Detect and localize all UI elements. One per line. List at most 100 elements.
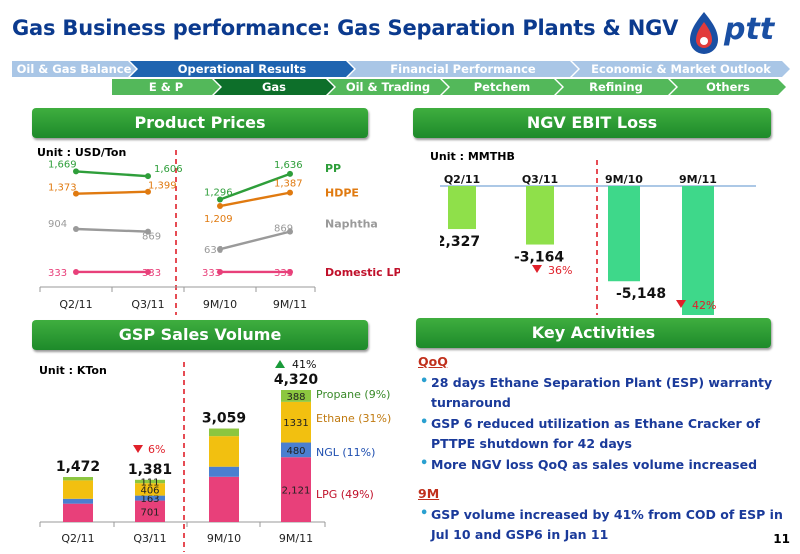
key-activities-list: QoQ 28 days Ethane Separation Plant (ESP…: [418, 352, 788, 546]
data-point: [217, 268, 223, 275]
gsp-sales-header: GSP Sales Volume: [32, 320, 368, 350]
stacked-bar-segment: [135, 479, 165, 484]
qoq-item: GSP 6 reduced utilization as Ethane Crac…: [418, 413, 788, 455]
stacked-bar-segment: [63, 498, 93, 504]
nav-tab-economic-market-outlook[interactable]: Economic & Market Outlook: [572, 61, 790, 77]
product-prices-header: Product Prices: [32, 108, 368, 138]
gsp-sales-chart: Q2/11 Q3/11 9M/10 9M/11 1,472 701 1634061111,3…: [39, 358, 391, 552]
stacked-bar-segment: [63, 477, 93, 481]
gsp-change-label: 6%: [148, 443, 165, 456]
legend-label: Ethane (31%): [316, 412, 391, 425]
x-tick-label: Q3/11: [522, 173, 558, 186]
stacked-bar-segment: [281, 442, 311, 458]
data-label: 1,373: [48, 183, 77, 194]
data-label: 869: [142, 232, 161, 243]
legend-label: Propane (9%): [316, 388, 390, 401]
stacked-bar-segment: [209, 476, 239, 522]
stacked-bar-segment: [281, 390, 311, 402]
logo-text: ptt: [724, 12, 775, 47]
nav-row-primary: Oil & Gas Balance Operational Results Fina…: [12, 61, 792, 77]
data-point: [287, 268, 293, 275]
data-point: [287, 170, 293, 177]
segment-label: 701: [140, 507, 159, 518]
down-arrow-icon: [676, 300, 686, 308]
data-label: 1,606: [154, 164, 183, 175]
series-line-pp: [219, 172, 291, 201]
data-label: 1,209: [204, 214, 233, 225]
up-arrow-icon: [275, 360, 285, 368]
data-label: 1,636: [274, 160, 303, 171]
data-label: 333: [48, 268, 67, 279]
data-point: [145, 268, 151, 275]
stacked-bar-segment: [135, 483, 165, 496]
data-point: [217, 203, 223, 210]
data-label: 1,669: [48, 159, 77, 170]
data-label: 1,399: [148, 181, 177, 192]
stacked-bar-segment: [209, 466, 239, 477]
nav-tab-petchem[interactable]: Petchem: [442, 79, 562, 95]
series-line-naphtha: [219, 230, 291, 251]
nav-tab-oil-trading[interactable]: Oil & Trading: [328, 79, 448, 95]
stacked-bar-segment: [209, 428, 239, 437]
ngv-value-label: -5,148: [616, 286, 666, 302]
x-tick-label: 9M/11: [273, 298, 307, 311]
nine-m-title: 9M: [418, 486, 440, 501]
data-point: [287, 189, 293, 196]
series-line-hdpe: [219, 191, 291, 208]
x-tick-label: 9M/10: [207, 532, 241, 545]
data-point: [73, 190, 79, 197]
series-line-naphtha: [75, 227, 149, 233]
down-arrow-icon: [133, 445, 143, 453]
x-tick-label: Q3/11: [133, 532, 166, 545]
qoq-title: QoQ: [418, 354, 448, 369]
ngv-change-label: 36%: [548, 264, 572, 277]
ngv-ebit-header: NGV EBIT Loss: [413, 108, 771, 138]
legend-label: Naphtha: [325, 218, 378, 231]
data-point: [73, 168, 79, 175]
segment-label: 163: [140, 494, 159, 505]
data-point: [217, 196, 223, 203]
legend-label: Domestic LPG: [325, 266, 400, 279]
nav-tab-operational-results[interactable]: Operational Results: [130, 61, 354, 77]
total-label: 4,320: [274, 372, 319, 388]
nav-tab-e-p[interactable]: E & P: [112, 79, 220, 95]
x-tick-label: Q3/11: [131, 298, 164, 311]
series-line-hdpe: [75, 190, 149, 195]
legend-label: PP: [325, 162, 341, 175]
data-label: 869: [274, 224, 293, 235]
product-prices-chart: Q2/11 Q3/11 9M/10 9M/11 1,669 1,606 1,296 1,636…: [39, 150, 400, 315]
ngv-bar: [526, 186, 554, 245]
page-number: 11: [773, 532, 790, 546]
nine-m-item: GSP volume increased by 41% from COD of …: [418, 504, 788, 546]
x-tick-label: Q2/11: [61, 532, 94, 545]
down-arrow-icon: [532, 265, 542, 273]
stacked-bar-segment: [209, 436, 239, 467]
nav-tab-refining[interactable]: Refining: [556, 79, 676, 95]
segment-label: 2,121: [282, 486, 311, 497]
ngv-bar: [608, 186, 640, 282]
flame-icon: [690, 12, 718, 54]
data-label: 1,387: [274, 179, 303, 190]
segment-label: 406: [140, 485, 159, 496]
nav-tab-oil-gas-balance[interactable]: Oil & Gas Balance: [12, 61, 136, 77]
nav-tab-others[interactable]: Others: [670, 79, 786, 95]
data-point: [145, 173, 151, 180]
data-label: 636: [204, 245, 223, 256]
ngv-unit: Unit : MMTHB: [430, 150, 515, 163]
legend-label: NGL (11%): [316, 446, 375, 459]
data-label: 333: [202, 268, 221, 279]
nav-tab-gas[interactable]: Gas: [214, 79, 334, 95]
nav-tab-financial-performance[interactable]: Financial Performance: [348, 61, 578, 77]
data-point: [73, 268, 79, 275]
legend-label: HDPE: [325, 187, 359, 200]
total-label: 3,059: [202, 411, 246, 427]
key-activities-header: Key Activities: [416, 318, 771, 348]
data-label: 1,296: [204, 187, 233, 198]
legend-label: LPG (49%): [316, 488, 374, 501]
qoq-item: More NGV loss QoQ as sales volume increa…: [418, 454, 788, 476]
ngv-change-label: 42%: [692, 299, 716, 312]
x-tick-label: Q2/11: [444, 173, 480, 186]
stacked-bar-segment: [63, 503, 93, 522]
stacked-bar-segment: [281, 457, 311, 522]
ngv-bar: [448, 186, 476, 230]
